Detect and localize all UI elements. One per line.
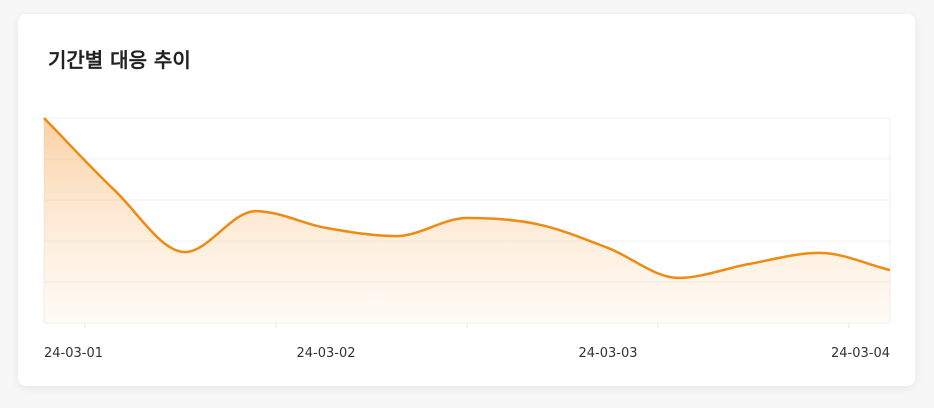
line	[43, 117, 891, 280]
x-tick-label: 24-03-02	[296, 346, 355, 361]
area-fill	[44, 118, 890, 323]
x-tick-label: 24-03-01	[44, 346, 103, 361]
x-tick-label: 24-03-03	[578, 346, 637, 361]
x-tick-label: 24-03-04	[831, 346, 890, 361]
chart-title: 기간별 대응 추이	[48, 48, 191, 72]
x-axis-ticks	[44, 322, 890, 328]
